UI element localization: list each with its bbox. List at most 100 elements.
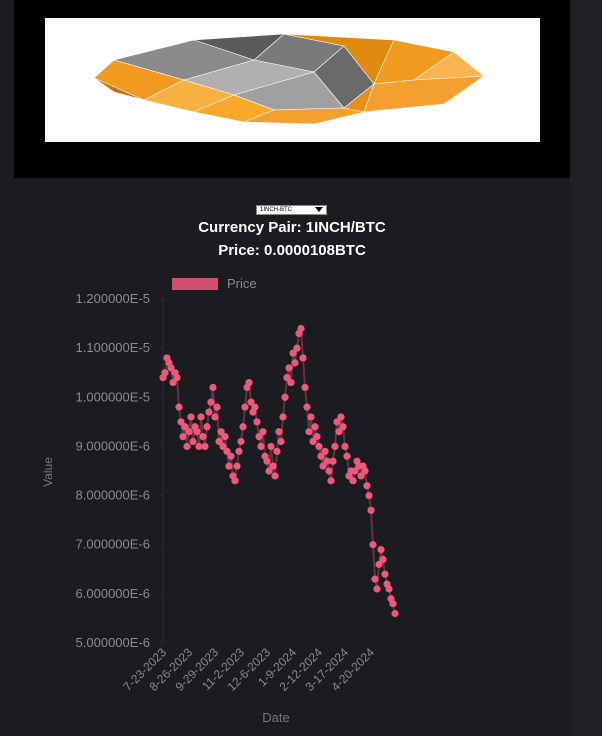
- point: [331, 442, 339, 451]
- legend-label: Price: [227, 276, 257, 291]
- point: [377, 546, 385, 554]
- y-tick-label: 1.000000E-5: [76, 389, 150, 404]
- point: [385, 585, 393, 593]
- point: [167, 364, 175, 372]
- point: [325, 467, 333, 475]
- point: [231, 477, 239, 485]
- point: [339, 423, 347, 431]
- point: [365, 491, 373, 500]
- point: [179, 433, 187, 441]
- banner: [14, 0, 570, 178]
- point: [323, 457, 331, 465]
- point: [283, 374, 291, 382]
- point: [391, 609, 399, 618]
- point: [305, 428, 313, 436]
- point: [235, 447, 243, 455]
- point: [273, 447, 281, 455]
- point: [369, 541, 377, 549]
- point: [281, 393, 289, 401]
- point: [259, 428, 267, 436]
- point: [371, 575, 379, 583]
- point: [217, 428, 225, 436]
- point: [279, 413, 287, 421]
- point: [327, 477, 335, 485]
- point: [319, 462, 327, 470]
- point: [175, 403, 183, 411]
- point: [349, 477, 357, 485]
- point: [221, 433, 229, 441]
- point: [389, 600, 397, 608]
- chart: Value Date 5.000000E-6 6.000000E-6 7.00000…: [41, 276, 399, 725]
- logo-image: [45, 18, 540, 142]
- point: [211, 413, 219, 421]
- point: [297, 324, 305, 333]
- point: [311, 423, 319, 431]
- pair-selector[interactable]: 1INCH-BTC: [256, 205, 327, 215]
- price-title: Price: 0.0000108BTC: [218, 242, 366, 259]
- point: [251, 403, 259, 411]
- point: [269, 462, 277, 470]
- point: [375, 560, 383, 568]
- y-tick-label: 6.000000E-6: [76, 586, 150, 601]
- y-tick-label: 5.000000E-6: [76, 635, 150, 650]
- point: [213, 403, 221, 411]
- point: [237, 437, 245, 446]
- side-strip: [570, 0, 602, 736]
- point: [161, 369, 169, 377]
- point: [207, 398, 215, 406]
- y-axis-label: Value: [41, 457, 55, 487]
- point: [271, 472, 279, 480]
- point: [379, 555, 387, 564]
- point: [215, 437, 223, 446]
- point: [209, 383, 217, 392]
- y-tick-label: 1.200000E-5: [76, 291, 150, 306]
- point: [317, 452, 325, 460]
- point: [293, 344, 301, 352]
- point: [201, 442, 209, 451]
- point: [309, 437, 317, 446]
- y-tick-label: 1.100000E-5: [76, 340, 150, 355]
- line: [162, 328, 396, 614]
- point: [299, 354, 307, 362]
- point: [225, 462, 233, 470]
- point: [267, 442, 275, 451]
- point: [337, 413, 345, 421]
- point: [351, 467, 359, 475]
- point: [189, 437, 197, 446]
- point: [241, 403, 249, 411]
- point: [199, 433, 207, 441]
- point: [361, 467, 369, 475]
- point: [357, 472, 365, 480]
- point: [195, 442, 203, 451]
- y-tick-label: 9.000000E-6: [76, 438, 150, 453]
- point: [321, 447, 329, 455]
- point: [169, 378, 177, 387]
- point: [177, 418, 185, 426]
- point: [187, 413, 195, 421]
- point: [247, 398, 255, 406]
- point: [233, 462, 241, 470]
- point: [285, 364, 293, 372]
- point: [313, 433, 321, 441]
- point: [205, 408, 213, 416]
- logo-shape: [93, 33, 486, 125]
- y-tick-label: 8.000000E-6: [76, 488, 150, 503]
- point: [367, 506, 375, 514]
- pair-title: Currency Pair: 1INCH/BTC: [198, 219, 386, 236]
- point: [307, 413, 315, 421]
- point: [291, 359, 299, 367]
- point: [301, 383, 309, 392]
- point: [263, 457, 271, 465]
- point: [275, 428, 283, 436]
- point: [289, 349, 297, 357]
- point: [255, 433, 263, 441]
- point: [287, 378, 295, 387]
- point: [185, 428, 193, 436]
- point: [333, 418, 341, 426]
- point: [341, 442, 349, 451]
- point: [183, 442, 191, 451]
- point: [265, 467, 273, 475]
- point: [193, 428, 201, 436]
- point: [343, 452, 351, 460]
